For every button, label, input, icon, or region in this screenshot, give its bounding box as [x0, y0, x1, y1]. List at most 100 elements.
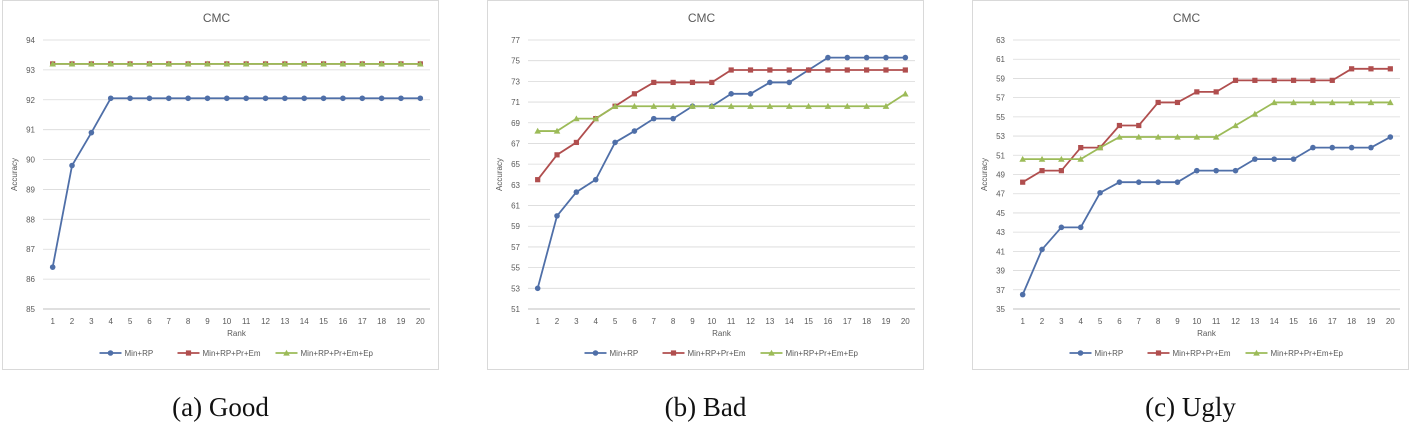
data-point [1271, 77, 1277, 83]
y-tick-label: 59 [511, 222, 520, 231]
x-tick-label: 7 [167, 317, 172, 326]
x-tick-label: 2 [555, 317, 560, 326]
x-tick-label: 4 [1078, 317, 1083, 326]
x-tick-label: 17 [843, 317, 852, 326]
y-tick-label: 65 [511, 160, 520, 169]
x-tick-label: 4 [108, 317, 113, 326]
data-point [670, 79, 676, 86]
data-point [785, 102, 793, 109]
data-point [1329, 144, 1336, 151]
data-point [1290, 156, 1297, 162]
data-point [1174, 179, 1181, 185]
y-tick-label: 63 [511, 181, 520, 190]
x-tick-label: 5 [128, 317, 133, 326]
y-tick-label: 43 [996, 228, 1005, 237]
x-tick-label: 15 [1289, 317, 1298, 326]
y-tick-label: 94 [26, 36, 35, 45]
x-tick-label: 13 [280, 317, 289, 326]
data-point [1136, 122, 1142, 129]
x-tick-label: 18 [862, 317, 871, 326]
x-tick-label: 1 [50, 317, 55, 326]
series-line [51, 97, 421, 268]
chart-panel-bad: CMC 51 53 55 57 59 61 63 65 67 69 71 73 75 77 1 2 3 4 5 6 7 8 9… [487, 0, 924, 370]
data-point [146, 60, 153, 67]
y-tick-label: 35 [996, 305, 1005, 314]
data-point [301, 95, 308, 102]
data-point [1039, 246, 1045, 253]
x-tick-label: 14 [300, 317, 309, 326]
data-point [1348, 144, 1355, 151]
legend-marker [768, 349, 775, 356]
data-point [1019, 291, 1026, 298]
x-tick-label: 15 [319, 317, 328, 326]
series-line [536, 56, 906, 289]
y-tick-label: 37 [996, 286, 1005, 295]
data-point [767, 67, 773, 73]
x-tick-label: 4 [593, 317, 598, 326]
data-point [1077, 155, 1085, 162]
x-tick-label: 12 [1231, 317, 1240, 326]
data-point [417, 60, 424, 67]
data-point [805, 102, 812, 109]
legend-marker [1077, 350, 1084, 356]
data-point [398, 95, 404, 102]
data-point [883, 67, 889, 73]
data-point [553, 127, 561, 134]
y-tick-label: 59 [996, 74, 1005, 83]
legend-label: Min+RP+Pr+Em+Ep [786, 349, 859, 358]
data-point [670, 115, 676, 122]
data-point [1039, 168, 1045, 174]
data-point [1387, 66, 1393, 72]
legend-marker [670, 350, 677, 356]
data-point [378, 60, 385, 67]
data-point [573, 115, 580, 122]
x-tick-label: 14 [1270, 317, 1279, 326]
x-tick-label: 17 [358, 317, 367, 326]
data-point [1251, 110, 1259, 117]
x-tick-label: 3 [89, 317, 94, 326]
data-point [843, 102, 851, 109]
data-point [126, 60, 134, 67]
data-point [767, 79, 773, 86]
data-point [68, 60, 76, 67]
data-point [825, 54, 831, 61]
y-tick-label: 90 [26, 156, 35, 165]
y-tick-label: 71 [511, 98, 520, 107]
data-point [1212, 133, 1220, 140]
x-tick-label: 3 [574, 317, 579, 326]
y-tick-label: 61 [996, 55, 1005, 64]
chart-title: CMC [1173, 11, 1201, 25]
y-tick-label: 57 [996, 94, 1005, 103]
x-tick-label: 12 [746, 317, 755, 326]
y-tick-label: 53 [511, 284, 520, 293]
data-point [902, 54, 909, 61]
data-point [592, 115, 600, 122]
data-point [1154, 133, 1162, 140]
y-tick-label: 39 [996, 267, 1005, 276]
data-point [844, 67, 850, 73]
y-tick-label: 41 [996, 247, 1005, 256]
x-tick-label: 16 [338, 317, 347, 326]
data-point [184, 60, 192, 67]
data-point [766, 102, 774, 109]
data-point [417, 95, 424, 102]
data-point [107, 95, 114, 102]
x-tick-label: 7 [1137, 317, 1142, 326]
x-tick-label: 15 [804, 317, 813, 326]
data-point [689, 102, 696, 109]
x-tick-label: 11 [242, 317, 251, 326]
x-tick-label: 16 [1308, 317, 1317, 326]
x-tick-label: 16 [823, 317, 832, 326]
data-point [747, 67, 754, 73]
data-point [728, 67, 734, 73]
data-point [1367, 99, 1375, 106]
x-tick-label: 12 [261, 317, 270, 326]
y-tick-label: 91 [26, 126, 35, 135]
chart-panel-good: CMC 85 86 87 88 89 90 91 92 93 94 1 2 3 4 5 6 7 8 9 10 11 12 13… [2, 0, 439, 370]
data-point [650, 115, 657, 122]
data-point [534, 285, 541, 292]
data-point [651, 79, 657, 86]
data-point [534, 127, 541, 134]
x-tick-label: 3 [1059, 317, 1064, 326]
x-tick-label: 8 [671, 317, 676, 326]
